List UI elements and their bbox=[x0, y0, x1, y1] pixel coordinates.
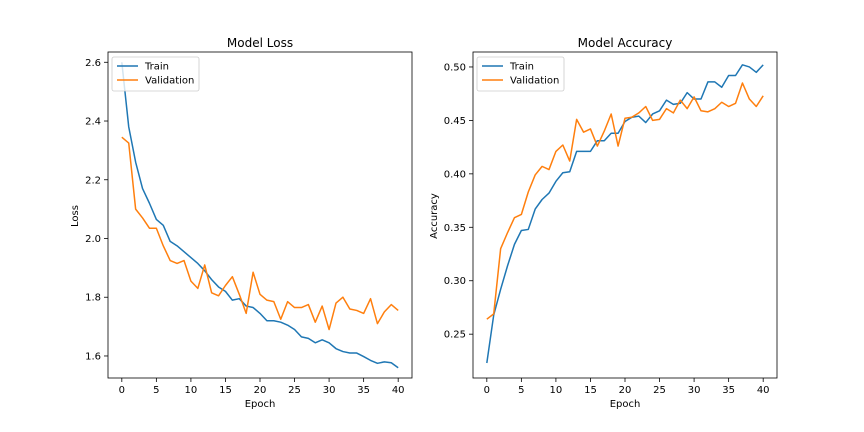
loss-validation-line bbox=[121, 136, 399, 331]
accuracy-y-tick-label: 0.35 bbox=[444, 223, 466, 234]
loss-ticks: 0 5 10 15 20 25 30 35 40 1.6 1.8 2.0 2.2 2.4 2.6 bbox=[85, 58, 404, 396]
accuracy-legend-train-label: Train bbox=[509, 62, 534, 73]
loss-axes-frame bbox=[107, 51, 413, 379]
loss-chart-title: Model Loss bbox=[227, 36, 293, 50]
accuracy-validation-line bbox=[486, 82, 764, 320]
loss-x-axis-label: Epoch bbox=[245, 399, 276, 410]
accuracy-y-axis-label: Accuracy bbox=[429, 193, 440, 239]
loss-train-line bbox=[121, 62, 399, 369]
loss-x-tick-label: 30 bbox=[323, 385, 336, 396]
accuracy-x-tick-label: 35 bbox=[722, 385, 735, 396]
accuracy-x-tick-label: 30 bbox=[688, 385, 701, 396]
accuracy-x-tick-label: 0 bbox=[484, 385, 490, 396]
loss-y-tick-label: 2.6 bbox=[85, 58, 101, 69]
loss-lines bbox=[121, 62, 399, 369]
accuracy-x-tick-label: 15 bbox=[584, 385, 597, 396]
accuracy-x-tick-label: 25 bbox=[653, 385, 666, 396]
loss-y-tick-label: 1.6 bbox=[85, 351, 101, 362]
accuracy-y-tick-label: 0.25 bbox=[444, 330, 466, 341]
accuracy-x-axis-label: Epoch bbox=[610, 399, 641, 410]
accuracy-train-line bbox=[486, 64, 764, 364]
accuracy-legend-validation-label: Validation bbox=[510, 76, 559, 87]
accuracy-y-tick-label: 0.50 bbox=[444, 62, 466, 73]
accuracy-legend: Train Validation bbox=[476, 56, 565, 92]
accuracy-chart: Model Accuracy Epoch Accuracy 0 5 10 15 20 25… bbox=[429, 36, 778, 410]
loss-x-tick-label: 40 bbox=[392, 385, 405, 396]
loss-x-tick-label: 20 bbox=[254, 385, 267, 396]
loss-x-tick-label: 15 bbox=[219, 385, 232, 396]
loss-x-tick-label: 5 bbox=[153, 385, 159, 396]
loss-y-axis-label: Loss bbox=[70, 205, 81, 227]
loss-y-tick-label: 1.8 bbox=[85, 293, 101, 304]
loss-x-tick-label: 25 bbox=[288, 385, 301, 396]
loss-legend-validation-label: Validation bbox=[145, 76, 194, 87]
loss-legend-train-label: Train bbox=[144, 62, 169, 73]
accuracy-x-tick-label: 5 bbox=[518, 385, 524, 396]
accuracy-x-tick-label: 20 bbox=[619, 385, 632, 396]
accuracy-y-tick-label: 0.30 bbox=[444, 276, 466, 287]
accuracy-ticks: 0 5 10 15 20 25 30 35 40 0.25 0.30 0.35 0.40 0.45 0.50 bbox=[444, 62, 770, 396]
loss-chart: Model Loss Epoch Loss 0 5 10 15 20 25 30 35 40 1.… bbox=[70, 36, 413, 410]
loss-x-tick-label: 10 bbox=[185, 385, 198, 396]
accuracy-y-tick-label: 0.40 bbox=[444, 169, 466, 180]
accuracy-lines bbox=[486, 64, 764, 364]
loss-y-tick-label: 2.0 bbox=[85, 234, 101, 245]
loss-legend: Train Validation bbox=[111, 56, 200, 92]
accuracy-axes-frame bbox=[472, 51, 778, 379]
loss-y-tick-label: 2.2 bbox=[85, 175, 101, 186]
accuracy-x-tick-label: 40 bbox=[757, 385, 770, 396]
loss-x-tick-label: 35 bbox=[357, 385, 370, 396]
accuracy-y-tick-label: 0.45 bbox=[444, 116, 466, 127]
loss-y-tick-label: 2.4 bbox=[85, 117, 101, 128]
accuracy-chart-title: Model Accuracy bbox=[578, 36, 673, 50]
accuracy-x-tick-label: 10 bbox=[550, 385, 563, 396]
loss-x-tick-label: 0 bbox=[119, 385, 125, 396]
